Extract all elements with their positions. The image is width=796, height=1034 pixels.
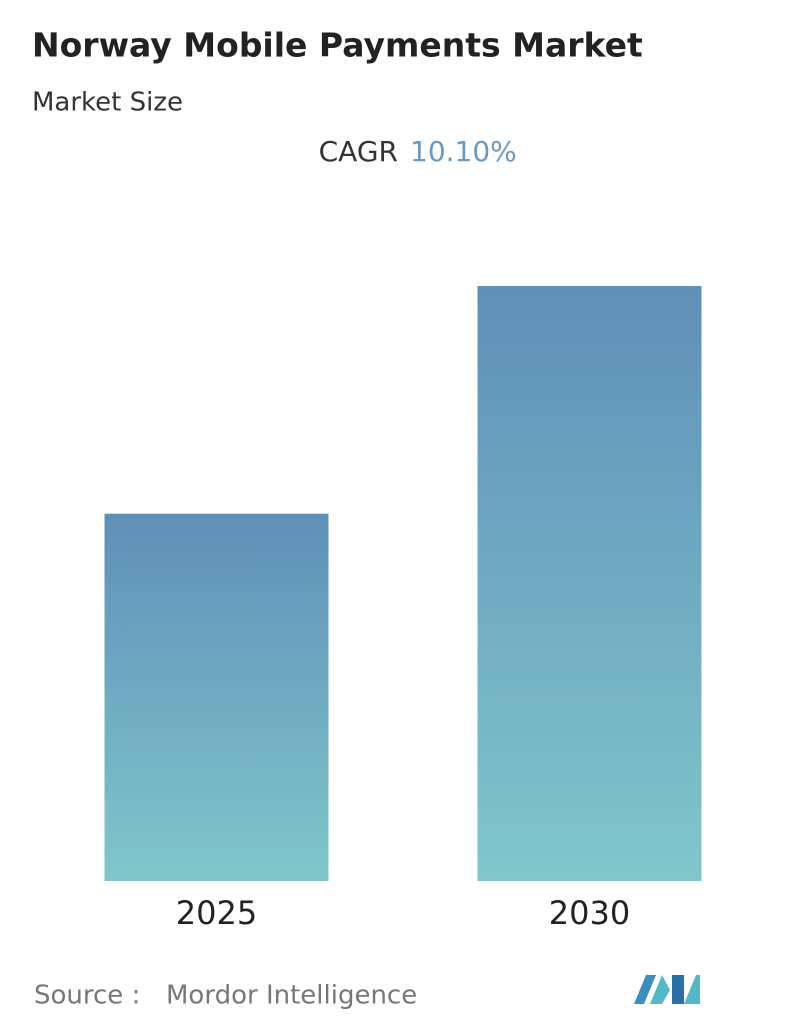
bar (477, 286, 702, 881)
logo (634, 975, 700, 1004)
cagr-label: CAGR (319, 135, 398, 168)
source-label: Source : (34, 981, 140, 1011)
x-tick-label: 2030 (549, 894, 630, 932)
chart-subtitle: Market Size (32, 88, 183, 118)
x-tick-label: 2025 (176, 894, 257, 932)
chart-title: Norway Mobile Payments Market (32, 26, 643, 65)
source: Mordor Intelligence (166, 981, 417, 1011)
cagr-value: 10.10% (410, 135, 517, 168)
bar (104, 513, 329, 881)
